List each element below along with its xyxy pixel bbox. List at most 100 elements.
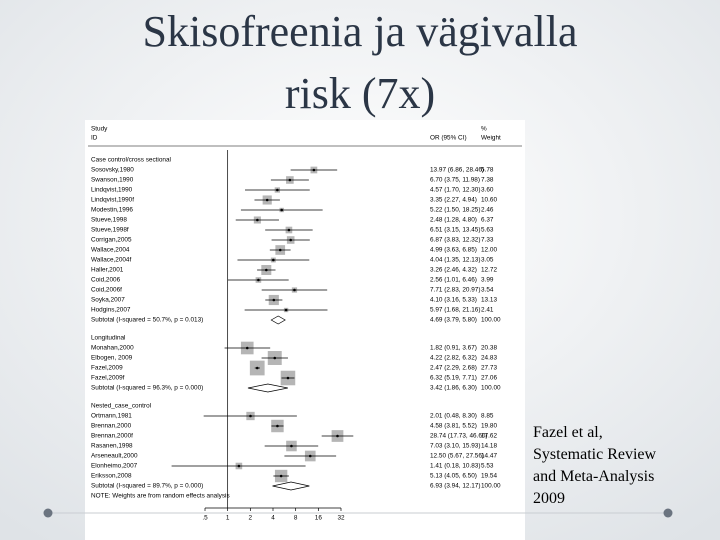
x-tick-label: 16 — [315, 515, 323, 522]
subtotal-diamond — [247, 383, 288, 393]
study-label: Stueve,1998f — [91, 227, 129, 234]
study-label: Corrigan,2005 — [91, 237, 132, 244]
point-estimate — [286, 376, 290, 380]
study-label: Modestin,1996 — [91, 207, 133, 214]
point-estimate — [276, 424, 279, 428]
study-label: Arseneault,2000 — [91, 453, 138, 460]
ci-label: 4.22 (2.82, 6.32) — [430, 355, 477, 362]
footer-dot — [663, 508, 673, 518]
weight-label: 3.05 — [481, 257, 494, 264]
citation: Systematic Review — [533, 446, 657, 463]
study-label: Lindqvist,1990 — [91, 187, 133, 194]
weight-label: 5.53 — [481, 463, 494, 470]
ci-label: 6.51 (3.15, 13.45) — [430, 227, 480, 234]
study-label: Hodgins,2007 — [91, 307, 131, 314]
citation: and Meta-Analysis — [533, 468, 654, 485]
study-label: Swanson,1990 — [91, 177, 134, 184]
weight-label: 2.46 — [481, 207, 494, 214]
study-label: Wallace,2004f — [91, 257, 131, 264]
point-estimate — [293, 288, 296, 292]
ci-label: 6.93 (3.94, 12.17) — [430, 483, 480, 490]
ci-label: 3.42 (1.86, 6.30) — [430, 385, 477, 392]
x-tick-label: 8 — [294, 515, 298, 522]
weight-label: 5.78 — [481, 167, 494, 174]
ci-label: 1.41 (0.18, 10.83) — [430, 463, 480, 470]
ci-label: 2.56 (1.01, 6.46) — [430, 277, 477, 284]
study-label: Monahan,2000 — [91, 345, 134, 352]
weight-label: 100.00 — [481, 317, 501, 324]
ci-label: 2.01 (0.48, 8.30) — [430, 413, 477, 420]
weight-label: 14.18 — [481, 443, 497, 450]
weight-label: 14.47 — [481, 453, 497, 460]
point-estimate — [280, 208, 284, 212]
subtotal-diamond — [272, 481, 310, 491]
ci-label: 4.58 (3.81, 5.52) — [430, 423, 477, 430]
point-estimate — [273, 356, 277, 360]
weight-label: 24.83 — [481, 355, 497, 362]
header: OR (95% CI) — [430, 135, 467, 142]
weight-label: 10.60 — [481, 197, 497, 204]
point-estimate — [312, 168, 316, 172]
point-estimate — [288, 178, 292, 182]
subtotal-label: Subtotal (I-squared = 89.7%, p = 0.000) — [91, 483, 203, 490]
study-label: Fazel,2009f — [91, 375, 125, 382]
point-estimate — [290, 444, 293, 448]
weight-label: 3.60 — [481, 187, 494, 194]
ci-label: 28.74 (17.73, 46.60) — [430, 433, 488, 440]
study-label: Lindqvist,1990f — [91, 197, 134, 204]
weight-label: 17.62 — [481, 433, 497, 440]
study-label: Haller,2001 — [91, 267, 124, 274]
weight-label: 13.13 — [481, 297, 497, 304]
study-label: Brennan,2000f — [91, 433, 133, 440]
study-label: Brennan,2000 — [91, 423, 132, 430]
ci-label: 2.47 (2.29, 2.68) — [430, 365, 477, 372]
point-estimate — [276, 188, 279, 192]
ci-label: 4.69 (3.79, 5.80) — [430, 317, 477, 324]
ci-label: 13.97 (6.86, 28.46) — [430, 167, 484, 174]
weight-label: 12.72 — [481, 267, 497, 274]
ci-label: 4.57 (1.70, 12.30) — [430, 187, 480, 194]
study-label: Ortmann,1981 — [91, 413, 132, 420]
ci-label: 3.35 (2.27, 4.94) — [430, 197, 477, 204]
footer-dot — [43, 508, 53, 518]
header: Study — [91, 126, 108, 133]
weight-label: 3.54 — [481, 287, 494, 294]
study-label: Coid,2006f — [91, 287, 122, 294]
ci-label: 4.10 (3.16, 5.33) — [430, 297, 477, 304]
subtotal-label: Subtotal (I-squared = 96.3%, p = 0.000) — [91, 385, 203, 392]
study-label: Elbogen, 2009 — [91, 355, 133, 362]
weight-label: 19.54 — [481, 473, 497, 480]
point-estimate — [336, 434, 339, 438]
point-estimate — [308, 454, 312, 458]
ci-label: 5.13 (4.05, 6.50) — [430, 473, 477, 480]
study-label: Stueve,1998 — [91, 217, 127, 224]
ci-label: 4.99 (3.63, 6.85) — [430, 247, 477, 254]
weight-label: 100.00 — [481, 385, 501, 392]
weight-label: 100.00 — [481, 483, 501, 490]
point-estimate — [256, 218, 259, 222]
ci-label: 6.70 (3.75, 11.98) — [430, 177, 480, 184]
forest-plot: Study ID OR (95% CI)% Weight Case control/cr… — [88, 126, 522, 522]
point-estimate — [255, 366, 259, 370]
ci-label: 5.22 (1.50, 18.25) — [430, 207, 480, 214]
point-estimate — [284, 308, 288, 312]
weight-label: 2.41 — [481, 307, 494, 314]
point-estimate — [265, 268, 268, 272]
subtotal-label: Subtotal (I-squared = 50.7%, p = 0.013) — [91, 317, 203, 324]
point-estimate — [257, 278, 260, 282]
weight-label: 12.00 — [481, 247, 497, 254]
citation: 2009 — [533, 490, 565, 507]
note: NOTE: Weights are from random effects an… — [91, 493, 230, 500]
weight-label: 27.73 — [481, 365, 497, 372]
ci-group — [171, 166, 354, 491]
study-label: Soyka,2007 — [91, 297, 125, 304]
weight-label: 20.38 — [481, 345, 497, 352]
ci-label: 7.71 (2.83, 20.97) — [430, 287, 480, 294]
ci-label: 6.32 (5.19, 7.71) — [430, 375, 477, 382]
weight-label: 7.38 — [481, 177, 494, 184]
point-estimate — [249, 414, 252, 418]
ci-label: 2.48 (1.28, 4.80) — [430, 217, 477, 224]
weight-label: 8.85 — [481, 413, 494, 420]
weight-label: 3.99 — [481, 277, 494, 284]
